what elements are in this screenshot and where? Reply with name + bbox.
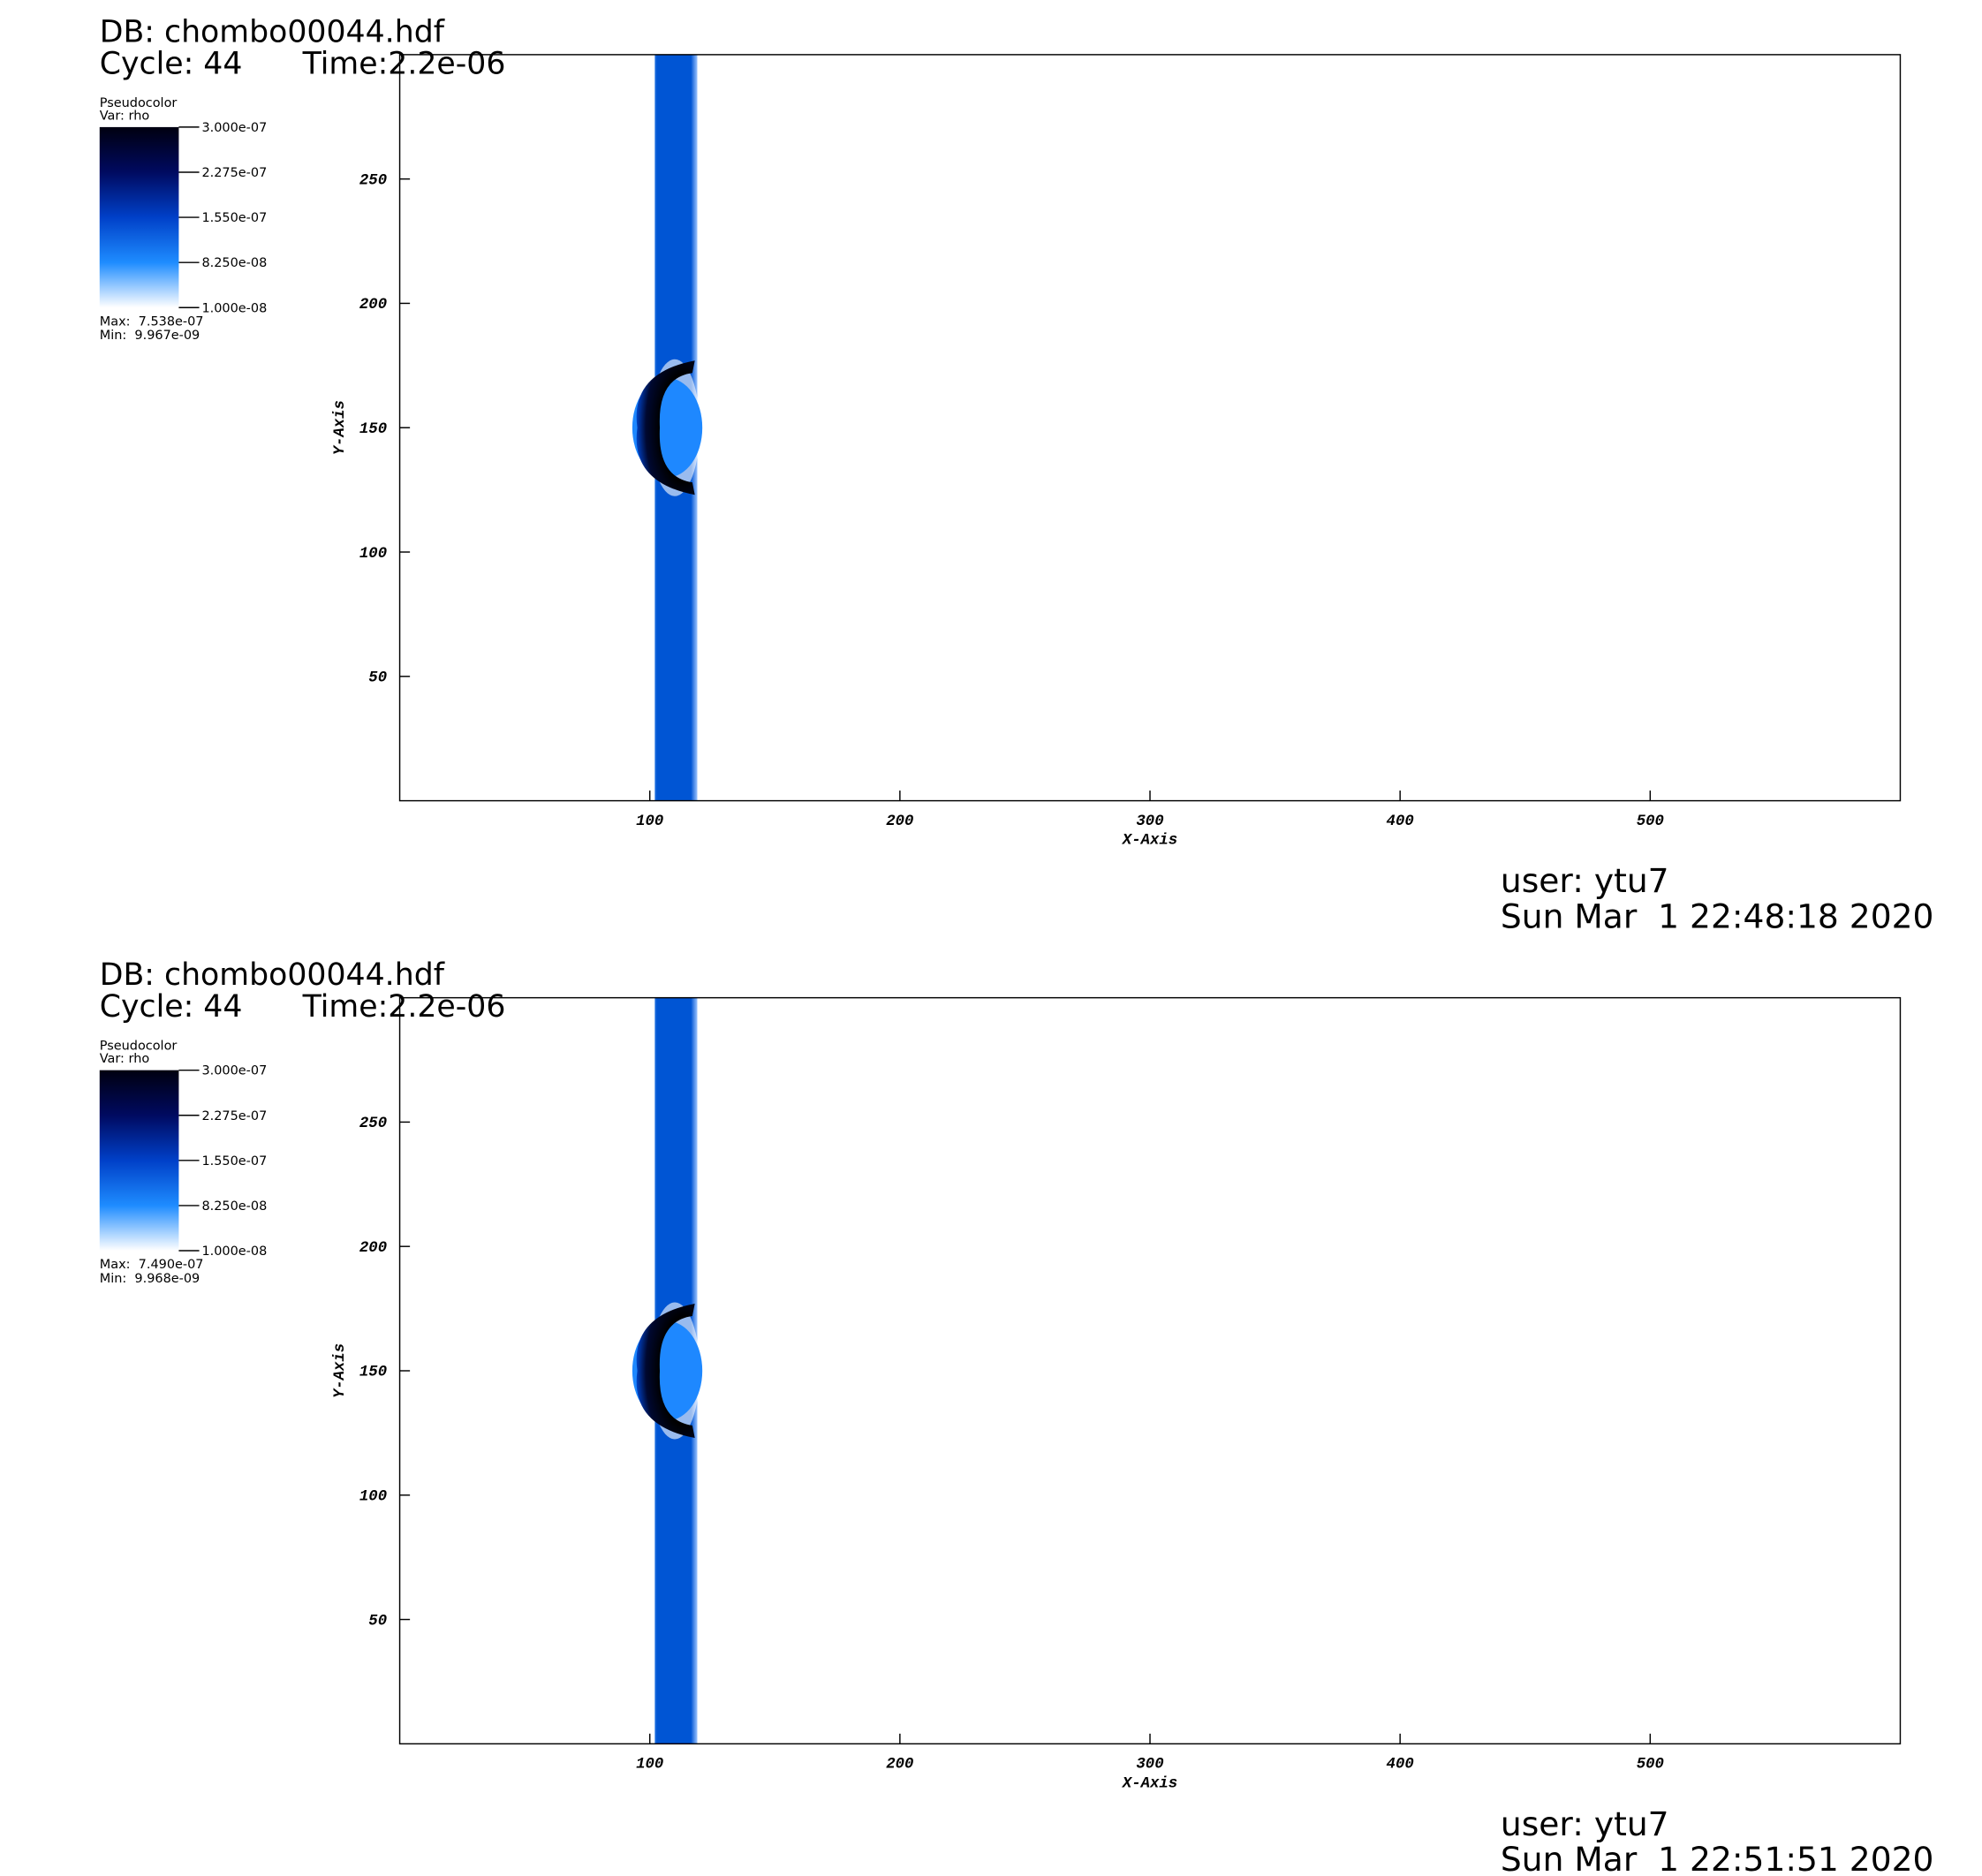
x-tick-label: 200 xyxy=(886,813,913,830)
colorbar-tick-label: 8.250e-08 xyxy=(201,256,267,270)
y-tick-label: 250 xyxy=(359,1116,387,1132)
colorbar-tick-label: 8.250e-08 xyxy=(201,1199,267,1214)
y-tick-label: 150 xyxy=(359,1365,387,1381)
x-tick-label: 300 xyxy=(1136,813,1163,830)
y-axis-label: Y-Axis xyxy=(332,400,349,455)
y-axis-label: Y-Axis xyxy=(332,1343,349,1398)
y-tick-label: 100 xyxy=(359,1489,387,1506)
x-tick-label: 200 xyxy=(886,1757,913,1774)
y-tick-label: 150 xyxy=(359,421,387,438)
legend-title: Pseudocolor xyxy=(100,96,178,110)
y-tick-label: 100 xyxy=(359,546,387,563)
x-tick-label: 400 xyxy=(1387,813,1414,830)
db-name: DB: chombo00044.hdf xyxy=(100,15,445,50)
legend-max: Max: 7.490e-07 xyxy=(100,1258,204,1272)
colorbar xyxy=(99,1070,179,1251)
y-tick-label: 50 xyxy=(368,670,387,687)
colorbar xyxy=(99,126,179,308)
user: user: ytu7 xyxy=(1501,861,1669,900)
legend-variable: Var: rho xyxy=(100,109,150,123)
cycle: Cycle: 44 xyxy=(100,47,243,82)
bubble-crescent xyxy=(636,360,695,495)
colorbar-tick-label: 3.000e-07 xyxy=(201,121,267,135)
plot-frame xyxy=(398,54,1902,802)
time: Time:2.2e-06 xyxy=(302,47,506,82)
colorbar-tick-label: 3.000e-07 xyxy=(201,1064,267,1078)
x-axis-label: X-Axis xyxy=(1122,1775,1177,1792)
legend-max: Max: 7.538e-07 xyxy=(100,314,204,329)
field xyxy=(632,54,703,801)
plot-frame xyxy=(398,996,1902,1745)
legend-title: Pseudocolor xyxy=(100,1040,178,1054)
legend-variable: Var: rho xyxy=(100,1052,150,1066)
colorbar-tick-label: 2.275e-07 xyxy=(201,166,267,180)
y-tick-label: 200 xyxy=(359,297,387,314)
date: Sun Mar 1 22:51:51 2020 xyxy=(1501,1840,1934,1876)
bubble-crescent xyxy=(636,1303,695,1439)
y-tick-label: 250 xyxy=(359,172,387,189)
colorbar-tick-label: 1.000e-08 xyxy=(201,1244,267,1259)
date: Sun Mar 1 22:48:18 2020 xyxy=(1501,897,1934,936)
x-tick-label: 100 xyxy=(636,1757,663,1774)
db-name: DB: chombo00044.hdf xyxy=(100,957,445,993)
x-tick-label: 500 xyxy=(1637,1757,1664,1774)
legend-min: Min: 9.968e-09 xyxy=(100,1272,200,1286)
field xyxy=(632,997,703,1744)
y-tick-label: 50 xyxy=(368,1613,387,1630)
colorbar-tick-label: 1.550e-07 xyxy=(201,211,267,225)
x-tick-label: 500 xyxy=(1637,813,1664,830)
x-axis-label: X-Axis xyxy=(1122,833,1177,850)
user: user: ytu7 xyxy=(1501,1804,1669,1843)
x-tick-label: 100 xyxy=(636,813,663,830)
cycle: Cycle: 44 xyxy=(100,989,243,1025)
colorbar-tick-label: 2.275e-07 xyxy=(201,1109,267,1123)
x-tick-label: 300 xyxy=(1136,1757,1163,1774)
legend-min: Min: 9.967e-09 xyxy=(100,329,200,343)
y-tick-label: 200 xyxy=(359,1240,387,1257)
time: Time:2.2e-06 xyxy=(302,989,506,1025)
colorbar-tick-label: 1.550e-07 xyxy=(201,1154,267,1169)
x-tick-label: 400 xyxy=(1387,1757,1414,1774)
colorbar-tick-label: 1.000e-08 xyxy=(201,301,267,315)
